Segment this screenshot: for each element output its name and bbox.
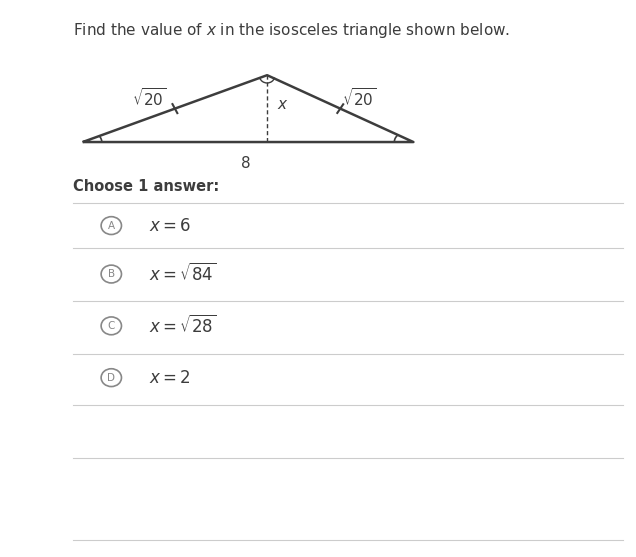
Text: $x = \sqrt{28}$: $x = \sqrt{28}$ [149, 315, 217, 337]
Text: A: A [107, 221, 115, 231]
Text: B: B [107, 269, 115, 279]
Text: D: D [107, 373, 115, 383]
Text: C: C [107, 321, 115, 331]
Text: $\sqrt{20}$: $\sqrt{20}$ [132, 86, 167, 109]
Text: $x = 2$: $x = 2$ [149, 369, 191, 387]
Text: $x = 6$: $x = 6$ [149, 217, 191, 234]
Text: $\sqrt{20}$: $\sqrt{20}$ [342, 86, 377, 109]
Text: Find the value of $x$ in the isosceles triangle shown below.: Find the value of $x$ in the isosceles t… [73, 21, 510, 40]
Text: $x = \sqrt{84}$: $x = \sqrt{84}$ [149, 263, 217, 285]
Text: $x$: $x$ [277, 97, 288, 112]
Text: $8$: $8$ [240, 155, 250, 171]
Text: Choose 1 answer:: Choose 1 answer: [73, 179, 219, 194]
